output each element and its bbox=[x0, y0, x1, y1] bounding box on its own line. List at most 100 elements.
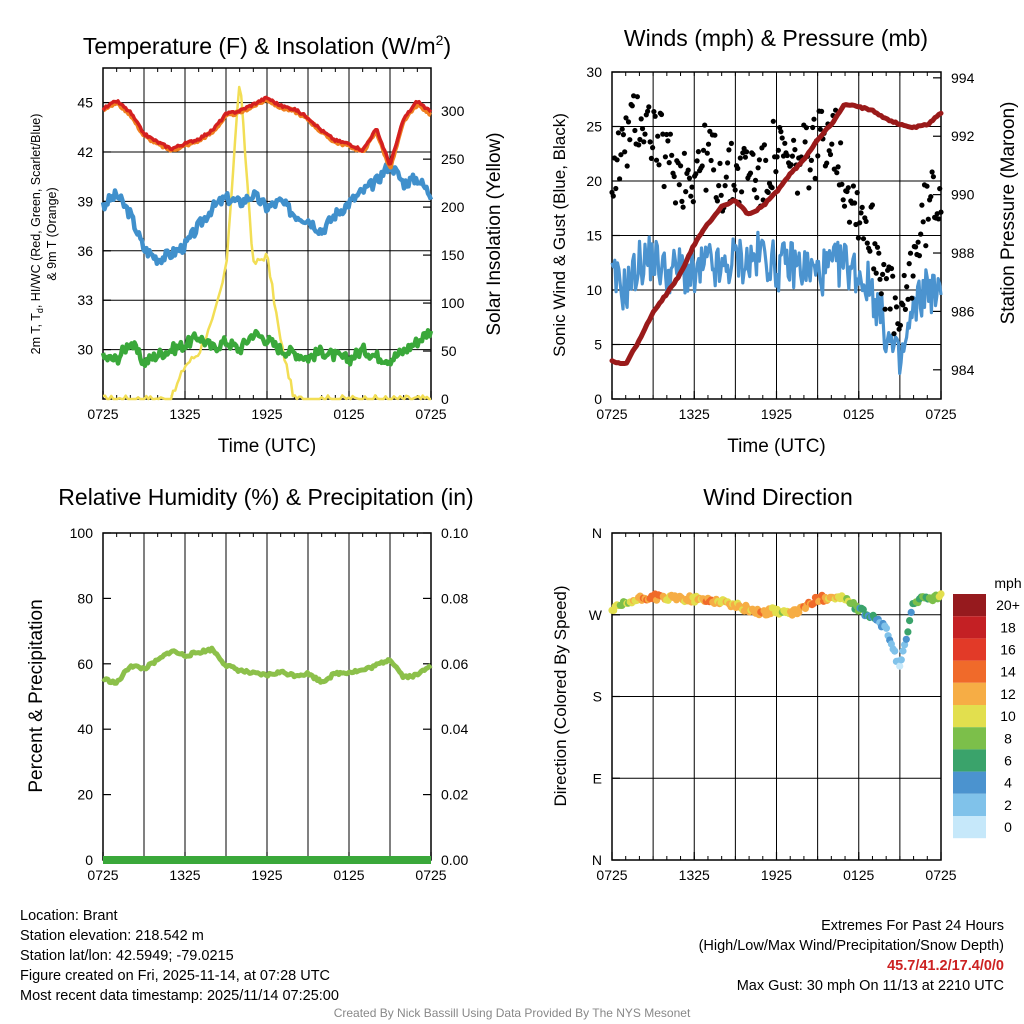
gust-point bbox=[731, 182, 737, 188]
y2-tick-label: 986 bbox=[951, 303, 975, 319]
gust-point bbox=[869, 202, 876, 208]
gust-point bbox=[891, 331, 897, 337]
gust-point bbox=[850, 183, 857, 189]
gust-point bbox=[845, 185, 851, 191]
colorbar-label: 20+ bbox=[996, 597, 1020, 613]
station-location: Location: Brant bbox=[20, 908, 118, 924]
x-tick-label: 1325 bbox=[169, 406, 200, 422]
gust-point bbox=[779, 135, 785, 141]
direction-point bbox=[891, 647, 899, 655]
gust-point bbox=[871, 266, 877, 272]
gust-point bbox=[652, 113, 658, 119]
gust-point bbox=[636, 142, 642, 148]
gust-point bbox=[873, 270, 879, 276]
chart-title: Temperature (F) & Insolation (W/m2) bbox=[83, 32, 451, 59]
colorbar-swatch bbox=[953, 749, 986, 772]
gust-point bbox=[625, 119, 632, 125]
gust-point bbox=[859, 204, 865, 210]
gust-point bbox=[646, 104, 652, 110]
gust-point bbox=[627, 137, 633, 143]
y-tick-label: 10 bbox=[586, 282, 602, 298]
y-tick-label: N bbox=[592, 852, 602, 868]
max-gust: Max Gust: 30 mph On 11/13 at 2210 UTC bbox=[736, 978, 1004, 994]
colorbar-title: mph bbox=[994, 575, 1021, 591]
winds-pressure-panel: Winds (mph) & Pressure (mb) 0725 1325 1925 0… bbox=[550, 25, 1019, 457]
y2-tick-label: 250 bbox=[441, 151, 465, 167]
gust-point bbox=[880, 271, 886, 277]
gust-point bbox=[892, 295, 898, 301]
x-axis-label: Time (UTC) bbox=[727, 436, 826, 457]
gust-point bbox=[806, 185, 812, 191]
gust-point bbox=[819, 108, 825, 114]
gust-point bbox=[699, 163, 705, 169]
x-tick-label: 0725 bbox=[925, 867, 956, 883]
y-tick-label: 25 bbox=[586, 119, 602, 135]
gust-point bbox=[915, 239, 921, 245]
gust-point bbox=[846, 219, 853, 225]
series-2m-t bbox=[101, 95, 433, 166]
y2-tick-label: 990 bbox=[951, 187, 975, 203]
direction-point bbox=[904, 628, 912, 636]
station-info: Location: Brant Station elevation: 218.5… bbox=[20, 906, 339, 1006]
gust-point bbox=[929, 169, 935, 175]
gust-point bbox=[664, 131, 670, 138]
station-latlon: Station lat/lon: 42.5949; -79.0215 bbox=[20, 948, 234, 964]
y-axis-label: Direction (Colored By Speed) bbox=[551, 585, 570, 806]
x-tick-label: 1325 bbox=[169, 867, 200, 883]
gust-point bbox=[708, 157, 714, 164]
y-tick-label: S bbox=[593, 689, 602, 705]
gust-point bbox=[907, 250, 914, 256]
colorbar-label: 16 bbox=[1000, 642, 1016, 658]
colorbar-swatch bbox=[953, 771, 986, 794]
direction-point bbox=[907, 608, 915, 617]
y2-axis-label: Station Pressure (Maroon) bbox=[998, 102, 1019, 325]
y-tick-label: 30 bbox=[586, 64, 602, 80]
colorbar-swatch bbox=[953, 682, 986, 705]
colorbar-swatch bbox=[953, 638, 986, 661]
gust-point bbox=[700, 147, 707, 153]
gust-point bbox=[732, 187, 738, 193]
y2-tick-label: 200 bbox=[441, 199, 465, 215]
colorbar-label: 10 bbox=[1000, 708, 1016, 724]
gust-point bbox=[784, 152, 790, 159]
x-tick-label: 1925 bbox=[761, 406, 792, 422]
y2-tick-label: 0.00 bbox=[441, 852, 468, 868]
gust-point bbox=[702, 122, 708, 128]
direction-point bbox=[896, 662, 904, 670]
colorbar-label: 0 bbox=[1004, 819, 1012, 835]
x-tick-label: 0725 bbox=[415, 406, 446, 422]
gust-point bbox=[666, 160, 672, 166]
gust-point bbox=[777, 125, 783, 131]
y-tick-label: 42 bbox=[77, 144, 93, 160]
gust-point bbox=[747, 170, 754, 176]
gust-point bbox=[920, 219, 926, 225]
gust-point bbox=[703, 187, 709, 193]
gust-point bbox=[930, 174, 937, 180]
gust-point bbox=[619, 126, 625, 132]
gust-point bbox=[650, 145, 656, 151]
gust-point bbox=[610, 193, 616, 199]
y-tick-label: 100 bbox=[70, 525, 94, 541]
gust-point bbox=[647, 139, 653, 145]
extremes-heading: Extremes For Past 24 Hours bbox=[821, 918, 1004, 934]
y2-tick-label: 300 bbox=[441, 103, 465, 119]
gust-point bbox=[639, 126, 646, 132]
y2-tick-label: 0.10 bbox=[441, 525, 468, 541]
gust-point bbox=[860, 236, 867, 242]
gust-point bbox=[909, 295, 915, 301]
gust-point bbox=[811, 116, 817, 122]
gust-point bbox=[854, 190, 860, 196]
gust-point bbox=[923, 243, 929, 249]
gust-point bbox=[680, 204, 686, 210]
gust-point bbox=[829, 141, 835, 147]
gust-point bbox=[632, 127, 638, 134]
gust-point bbox=[841, 203, 848, 209]
gust-point bbox=[728, 140, 735, 146]
gust-point bbox=[916, 253, 923, 259]
gust-point bbox=[838, 140, 844, 146]
gust-point bbox=[857, 220, 863, 226]
gust-point bbox=[775, 147, 782, 153]
gust-point bbox=[888, 265, 895, 272]
y-tick-label: 36 bbox=[77, 243, 93, 259]
